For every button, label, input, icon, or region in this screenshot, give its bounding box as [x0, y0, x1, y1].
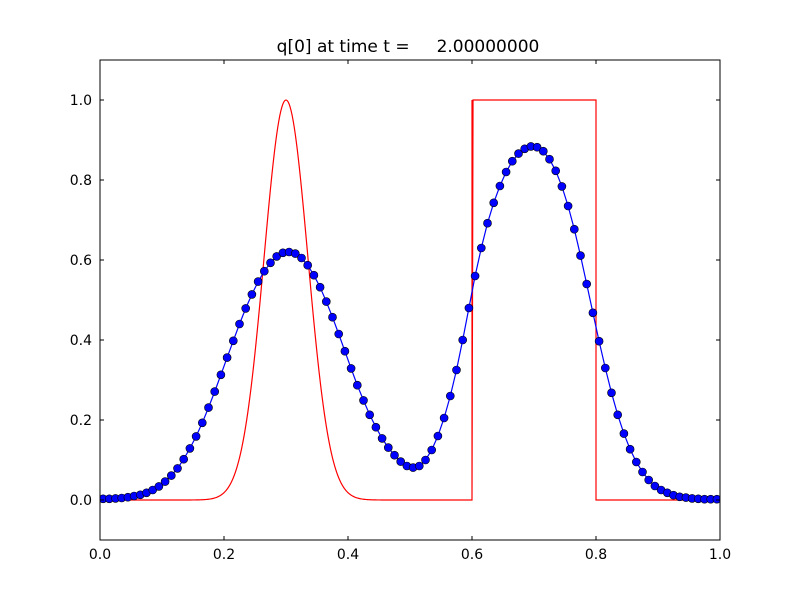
data-point: [588, 308, 598, 318]
data-point: [179, 454, 188, 464]
data-point: [607, 388, 616, 398]
data-point: [625, 444, 635, 454]
data-point: [613, 410, 623, 420]
y-tick-label: 0.0: [70, 493, 92, 509]
data-point: [222, 353, 232, 362]
data-point: [712, 494, 720, 504]
data-point: [303, 260, 313, 270]
data-point: [390, 450, 399, 460]
x-tick-label: 0.8: [585, 547, 607, 563]
data-point: [470, 271, 480, 281]
data-point: [476, 243, 486, 253]
data-point: [483, 218, 492, 228]
y-tick-label: 0.8: [70, 173, 92, 189]
data-point: [229, 336, 238, 346]
data-point: [235, 319, 244, 329]
y-tick-label: 0.4: [70, 333, 92, 349]
data-point: [507, 156, 517, 166]
data-point: [383, 443, 393, 452]
data-point: [359, 396, 368, 405]
data-point: [210, 387, 219, 396]
data-point: [445, 391, 455, 401]
data-point: [439, 413, 449, 423]
data-point: [352, 380, 362, 390]
data-point: [154, 482, 164, 491]
x-tick-label: 0.2: [213, 547, 235, 563]
data-point: [396, 457, 406, 466]
x-tick-label: 0.6: [461, 547, 483, 563]
axis-ticks: 0.0 0.2 0.4 0.6 0.8 1.0 0.0 0.2 0.4 0.6 0.8 1.0: [70, 60, 731, 563]
axes-frame: [99, 59, 721, 541]
data-point: [557, 182, 567, 191]
data-point: [631, 457, 641, 467]
data-point: [650, 481, 660, 491]
data-point: [452, 365, 461, 375]
data-point: [427, 445, 437, 455]
data-point: [167, 471, 176, 480]
data-point: [433, 431, 443, 441]
data-point: [297, 253, 306, 263]
data-point: [489, 198, 499, 208]
data-point: [576, 251, 585, 260]
data-point: [334, 329, 344, 339]
data-point: [495, 181, 505, 191]
data-point: [464, 303, 474, 313]
data-point: [328, 312, 337, 322]
data-point: [191, 432, 201, 441]
data-point: [569, 224, 579, 234]
data-point: [545, 154, 554, 164]
data-point: [421, 455, 430, 465]
y-tick-label: 0.6: [70, 253, 92, 269]
data-point: [185, 444, 195, 453]
data-point: [321, 297, 331, 306]
data-point: [204, 403, 213, 412]
data-point: [241, 304, 250, 313]
data-point: [253, 277, 263, 286]
data-point: [532, 142, 542, 152]
data-point: [582, 279, 592, 289]
data-point: [501, 167, 511, 177]
plot-area: [100, 99, 720, 504]
data-point: [290, 249, 300, 258]
data-point: [594, 336, 604, 346]
y-tick-label: 0.2: [70, 413, 92, 429]
data-point: [247, 290, 257, 299]
data-point: [173, 464, 182, 473]
x-tick-label: 1.0: [709, 547, 731, 563]
data-point: [563, 201, 573, 211]
data-point: [371, 422, 381, 432]
data-point: [377, 434, 387, 443]
data-point: [259, 266, 269, 276]
data-point: [160, 477, 170, 486]
data-point: [315, 282, 325, 292]
data-point: [644, 475, 654, 485]
data-point: [600, 363, 610, 373]
data-point: [638, 467, 647, 477]
data-point: [538, 146, 548, 156]
x-tick-label: 0.0: [89, 547, 111, 563]
y-tick-label: 1.0: [70, 93, 92, 109]
data-point: [414, 461, 424, 471]
series-exact-line: [100, 99, 720, 501]
data-point: [198, 418, 207, 428]
data-point: [216, 370, 226, 380]
data-point: [365, 410, 375, 420]
data-point: [458, 335, 468, 345]
data-point: [309, 270, 319, 280]
data-point: [551, 166, 561, 176]
x-tick-label: 0.4: [337, 547, 359, 563]
data-point: [340, 346, 350, 356]
data-point: [619, 429, 629, 438]
data-point: [266, 258, 275, 268]
chart-title: q[0] at time t = 2.00000000: [277, 37, 540, 57]
data-point: [514, 149, 523, 158]
data-point: [346, 364, 356, 373]
